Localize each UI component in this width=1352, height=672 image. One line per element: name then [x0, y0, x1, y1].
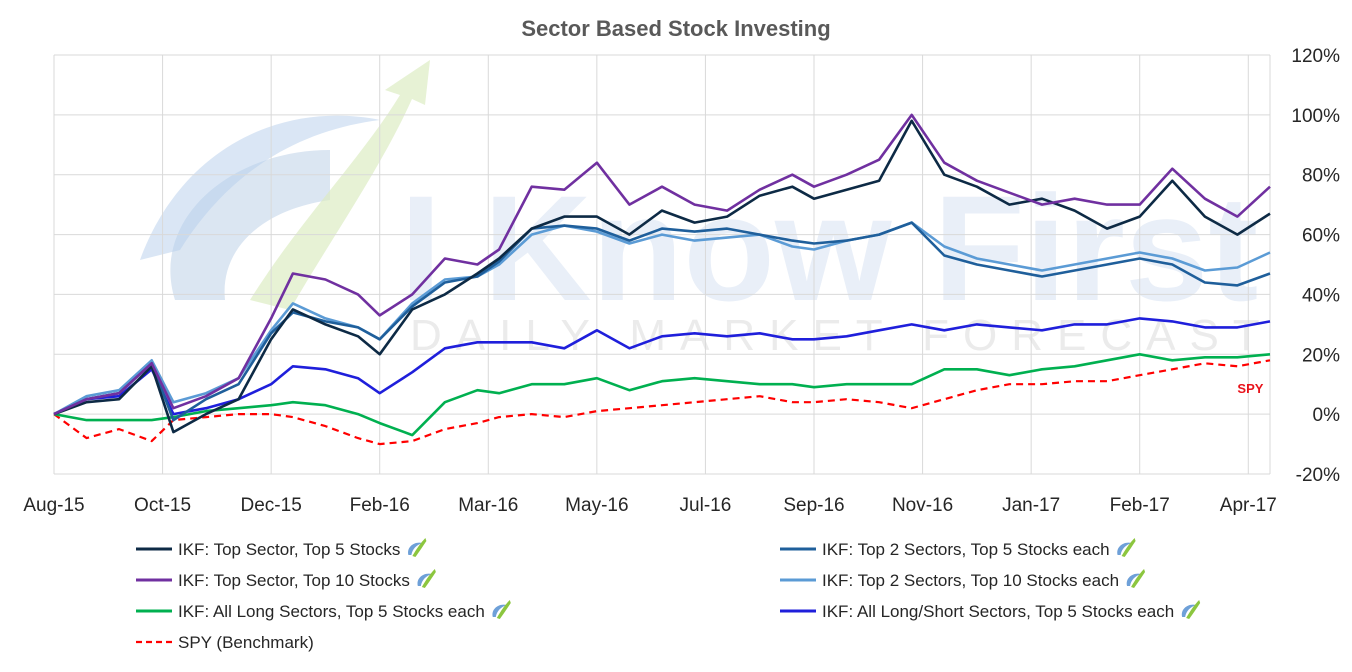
legend-item: IKF: All Long/Short Sectors, Top 5 Stock…	[780, 600, 1201, 621]
x-tick-label: Nov-16	[892, 495, 953, 516]
series-line	[53, 113, 1271, 416]
legend-label: IKF: All Long/Short Sectors, Top 5 Stock…	[822, 602, 1174, 621]
legend-label: IKF: Top 2 Sectors, Top 10 Stocks each	[822, 571, 1119, 590]
series-layer	[53, 113, 1271, 446]
watermark-brand: I Know First	[400, 164, 1258, 332]
x-tick-label: Feb-16	[350, 495, 410, 516]
legend-item: IKF: Top Sector, Top 10 Stocks	[136, 569, 436, 590]
y-tick-label: 80%	[1302, 166, 1340, 187]
legend-label: IKF: Top 2 Sectors, Top 5 Stocks each	[822, 540, 1110, 559]
watermark-logo: I Know First DAILY MARKET FORECAST	[140, 60, 1274, 360]
legend-item: SPY (Benchmark)	[136, 633, 314, 652]
y-tick-label: -20%	[1296, 465, 1340, 486]
y-tick-label: 0%	[1313, 405, 1341, 426]
legend: IKF: Top Sector, Top 5 Stocks IKF: Top 2 …	[136, 538, 1201, 652]
x-tick-label: Jul-16	[680, 495, 732, 516]
x-tick-label: Aug-15	[23, 495, 84, 516]
legend-label: IKF: Top Sector, Top 10 Stocks	[178, 571, 410, 590]
y-axis: -20% 0% 20% 40% 60% 80% 100% 120%	[1291, 46, 1340, 486]
legend-item: IKF: Top 2 Sectors, Top 5 Stocks each	[780, 538, 1136, 559]
ikf-logo-icon	[417, 569, 436, 588]
x-tick-label: Sep-16	[783, 495, 844, 516]
y-tick-label: 40%	[1302, 285, 1340, 306]
annotations: SPY	[1237, 381, 1263, 396]
x-tick-label: May-16	[565, 495, 628, 516]
ikf-logo-icon	[1181, 600, 1201, 619]
legend-label: IKF: Top Sector, Top 5 Stocks	[178, 540, 400, 559]
annotation-label: SPY	[1237, 381, 1263, 396]
series-line	[53, 119, 1271, 434]
y-tick-label: 20%	[1302, 345, 1340, 366]
x-tick-label: Apr-17	[1220, 495, 1277, 516]
y-tick-label: 120%	[1291, 46, 1340, 67]
ikf-logo-icon	[1117, 538, 1136, 557]
ikf-logo-icon	[1126, 569, 1146, 588]
series-line	[53, 359, 1271, 446]
x-tick-label: Mar-16	[458, 495, 518, 516]
watermark-swoosh-icon	[170, 150, 330, 300]
x-tick-label: Dec-15	[241, 495, 302, 516]
series-line	[53, 317, 1271, 416]
ikf-logo-icon	[408, 538, 427, 557]
legend-item: IKF: All Long Sectors, Top 5 Stocks each	[136, 600, 511, 621]
series-line	[53, 352, 1271, 437]
series-line	[53, 221, 1271, 416]
ikf-logo-icon	[492, 600, 511, 619]
x-tick-label: Feb-17	[1110, 495, 1170, 516]
legend-item: IKF: Top 2 Sectors, Top 10 Stocks each	[780, 569, 1146, 590]
legend-label: IKF: All Long Sectors, Top 5 Stocks each	[178, 602, 485, 621]
chart-title: Sector Based Stock Investing	[521, 16, 830, 41]
y-tick-label: 100%	[1291, 106, 1340, 127]
legend-label: SPY (Benchmark)	[178, 633, 314, 652]
series-line	[53, 221, 1271, 422]
watermark-arrow-icon	[250, 60, 430, 310]
watermark-tagline: DAILY MARKET FORECAST	[410, 311, 1274, 360]
x-axis: Aug-15 Oct-15 Dec-15 Feb-16 Mar-16 May-16 Jul-…	[23, 495, 1276, 516]
y-tick-label: 60%	[1302, 226, 1340, 247]
legend-item: IKF: Top Sector, Top 5 Stocks	[136, 538, 427, 559]
watermark-arrow-left-icon	[140, 115, 380, 260]
x-tick-label: Jan-17	[1002, 495, 1060, 516]
x-tick-label: Oct-15	[134, 495, 191, 516]
